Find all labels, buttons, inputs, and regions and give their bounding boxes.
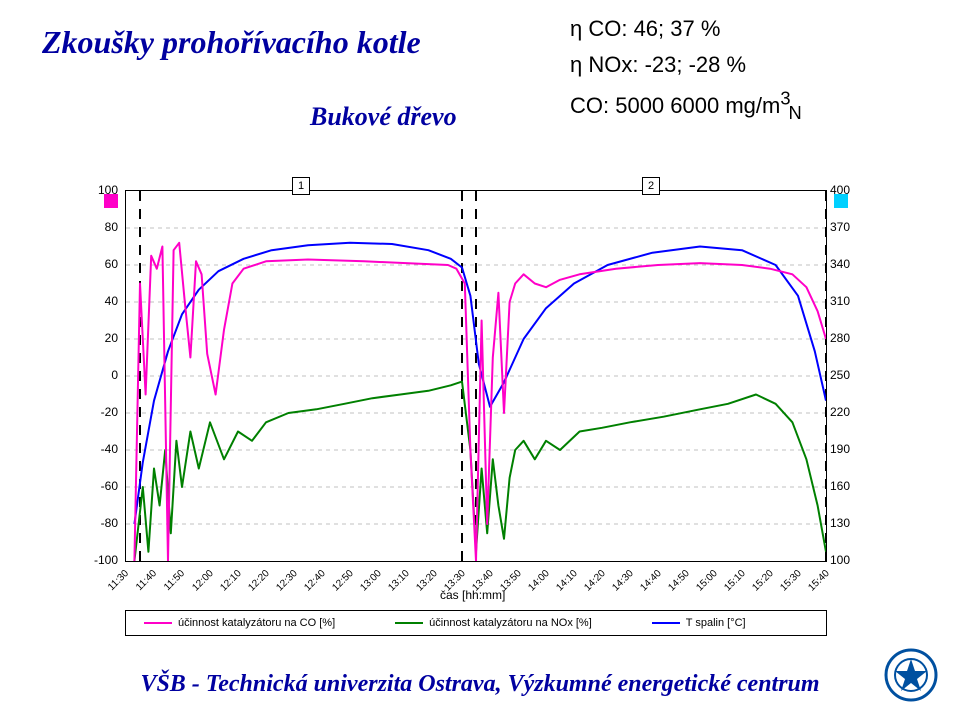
chart-container: čas [hh:mm] účinnost katalyzátoru na CO … [70, 180, 890, 600]
y-left-tick: -100 [78, 553, 118, 567]
x-tick: 14:40 [638, 568, 663, 593]
x-tick: 13:20 [414, 568, 439, 593]
chart-plot-area [125, 190, 827, 562]
legend-line-co [144, 622, 172, 624]
y-left-tick: 0 [78, 368, 118, 382]
slide-title: Zkoušky prohořívacího kotle [42, 24, 421, 61]
x-tick: 15:00 [694, 568, 719, 593]
legend-item-nox: účinnost katalyzátoru na NOx [%] [395, 617, 592, 629]
y-left-tick: 100 [78, 183, 118, 197]
x-tick: 14:00 [526, 568, 551, 593]
x-tick: 11:40 [134, 568, 159, 593]
metric-co-conc: CO: 5000 6000 mg/m3N [570, 88, 802, 124]
x-tick: 15:10 [722, 568, 747, 593]
y-left-tick: -40 [78, 442, 118, 456]
x-tick: 12:10 [218, 568, 243, 593]
x-tick: 12:20 [246, 568, 271, 593]
x-tick: 14:20 [582, 568, 607, 593]
x-tick: 13:50 [498, 568, 523, 593]
legend-label-nox: účinnost katalyzátoru na NOx [%] [429, 617, 592, 629]
x-tick: 12:40 [302, 568, 327, 593]
y-left-tick: 20 [78, 331, 118, 345]
chart-legend: účinnost katalyzátoru na CO [%] účinnost… [125, 610, 827, 636]
x-tick: 11:30 [106, 568, 131, 593]
zone-label: 1 [292, 177, 310, 195]
chart-svg [126, 191, 826, 561]
y-right-tick: 220 [830, 405, 870, 419]
y-right-tick: 310 [830, 294, 870, 308]
y-right-tick: 280 [830, 331, 870, 345]
metric-co-conc-text: CO: 5000 6000 mg/m3N [570, 93, 802, 118]
x-tick: 15:30 [778, 568, 803, 593]
y-right-tick: 130 [830, 516, 870, 530]
slide-subtitle: Bukové dřevo [310, 102, 457, 132]
y-left-tick: -60 [78, 479, 118, 493]
y-left-tick: -20 [78, 405, 118, 419]
x-tick: 11:50 [162, 568, 187, 593]
y-right-tick: 100 [830, 553, 870, 567]
x-tick: 13:10 [386, 568, 411, 593]
legend-item-temp: T spalin [°C] [652, 617, 746, 629]
legend-label-co: účinnost katalyzátoru na CO [%] [178, 617, 335, 629]
y-right-tick: 340 [830, 257, 870, 271]
legend-line-nox [395, 622, 423, 624]
x-tick: 14:10 [554, 568, 579, 593]
legend-item-co: účinnost katalyzátoru na CO [%] [144, 617, 335, 629]
y-left-tick: 60 [78, 257, 118, 271]
footer-text: VŠB - Technická univerzita Ostrava, Výzk… [0, 671, 960, 698]
x-tick: 12:00 [190, 568, 215, 593]
y-left-tick: -80 [78, 516, 118, 530]
slide: Zkoušky prohořívacího kotle Bukové dřevo… [0, 0, 960, 716]
zone-label: 2 [642, 177, 660, 195]
metric-co-eff: η CO: 46; 37 % [570, 16, 720, 42]
legend-label-temp: T spalin [°C] [686, 617, 746, 629]
x-tick: 13:00 [358, 568, 383, 593]
x-tick: 12:50 [330, 568, 355, 593]
y-right-tick: 250 [830, 368, 870, 382]
y-right-tick: 160 [830, 479, 870, 493]
x-tick: 14:50 [666, 568, 691, 593]
x-tick: 12:30 [274, 568, 299, 593]
x-tick: 15:20 [750, 568, 775, 593]
footer-label: VŠB - Technická univerzita Ostrava, Výzk… [140, 671, 819, 697]
y-left-tick: 40 [78, 294, 118, 308]
y-left-tick: 80 [78, 220, 118, 234]
x-tick: 15:40 [806, 568, 831, 593]
university-logo [884, 648, 938, 702]
x-tick: 14:30 [610, 568, 635, 593]
y-right-tick: 370 [830, 220, 870, 234]
y-right-tick: 400 [830, 183, 870, 197]
legend-line-temp [652, 622, 680, 624]
metric-nox-eff: η NOx: -23; -28 % [570, 52, 746, 78]
y-right-tick: 190 [830, 442, 870, 456]
